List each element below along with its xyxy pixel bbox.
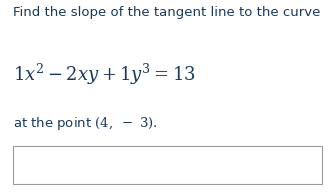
Text: at the point $(4,\ -\ 3).$: at the point $(4,\ -\ 3).$ xyxy=(13,115,158,132)
FancyBboxPatch shape xyxy=(13,146,322,184)
Text: Find the slope of the tangent line to the curve: Find the slope of the tangent line to th… xyxy=(13,6,321,19)
Text: $1x^2 - 2xy + 1y^3 = 13$: $1x^2 - 2xy + 1y^3 = 13$ xyxy=(13,61,196,87)
